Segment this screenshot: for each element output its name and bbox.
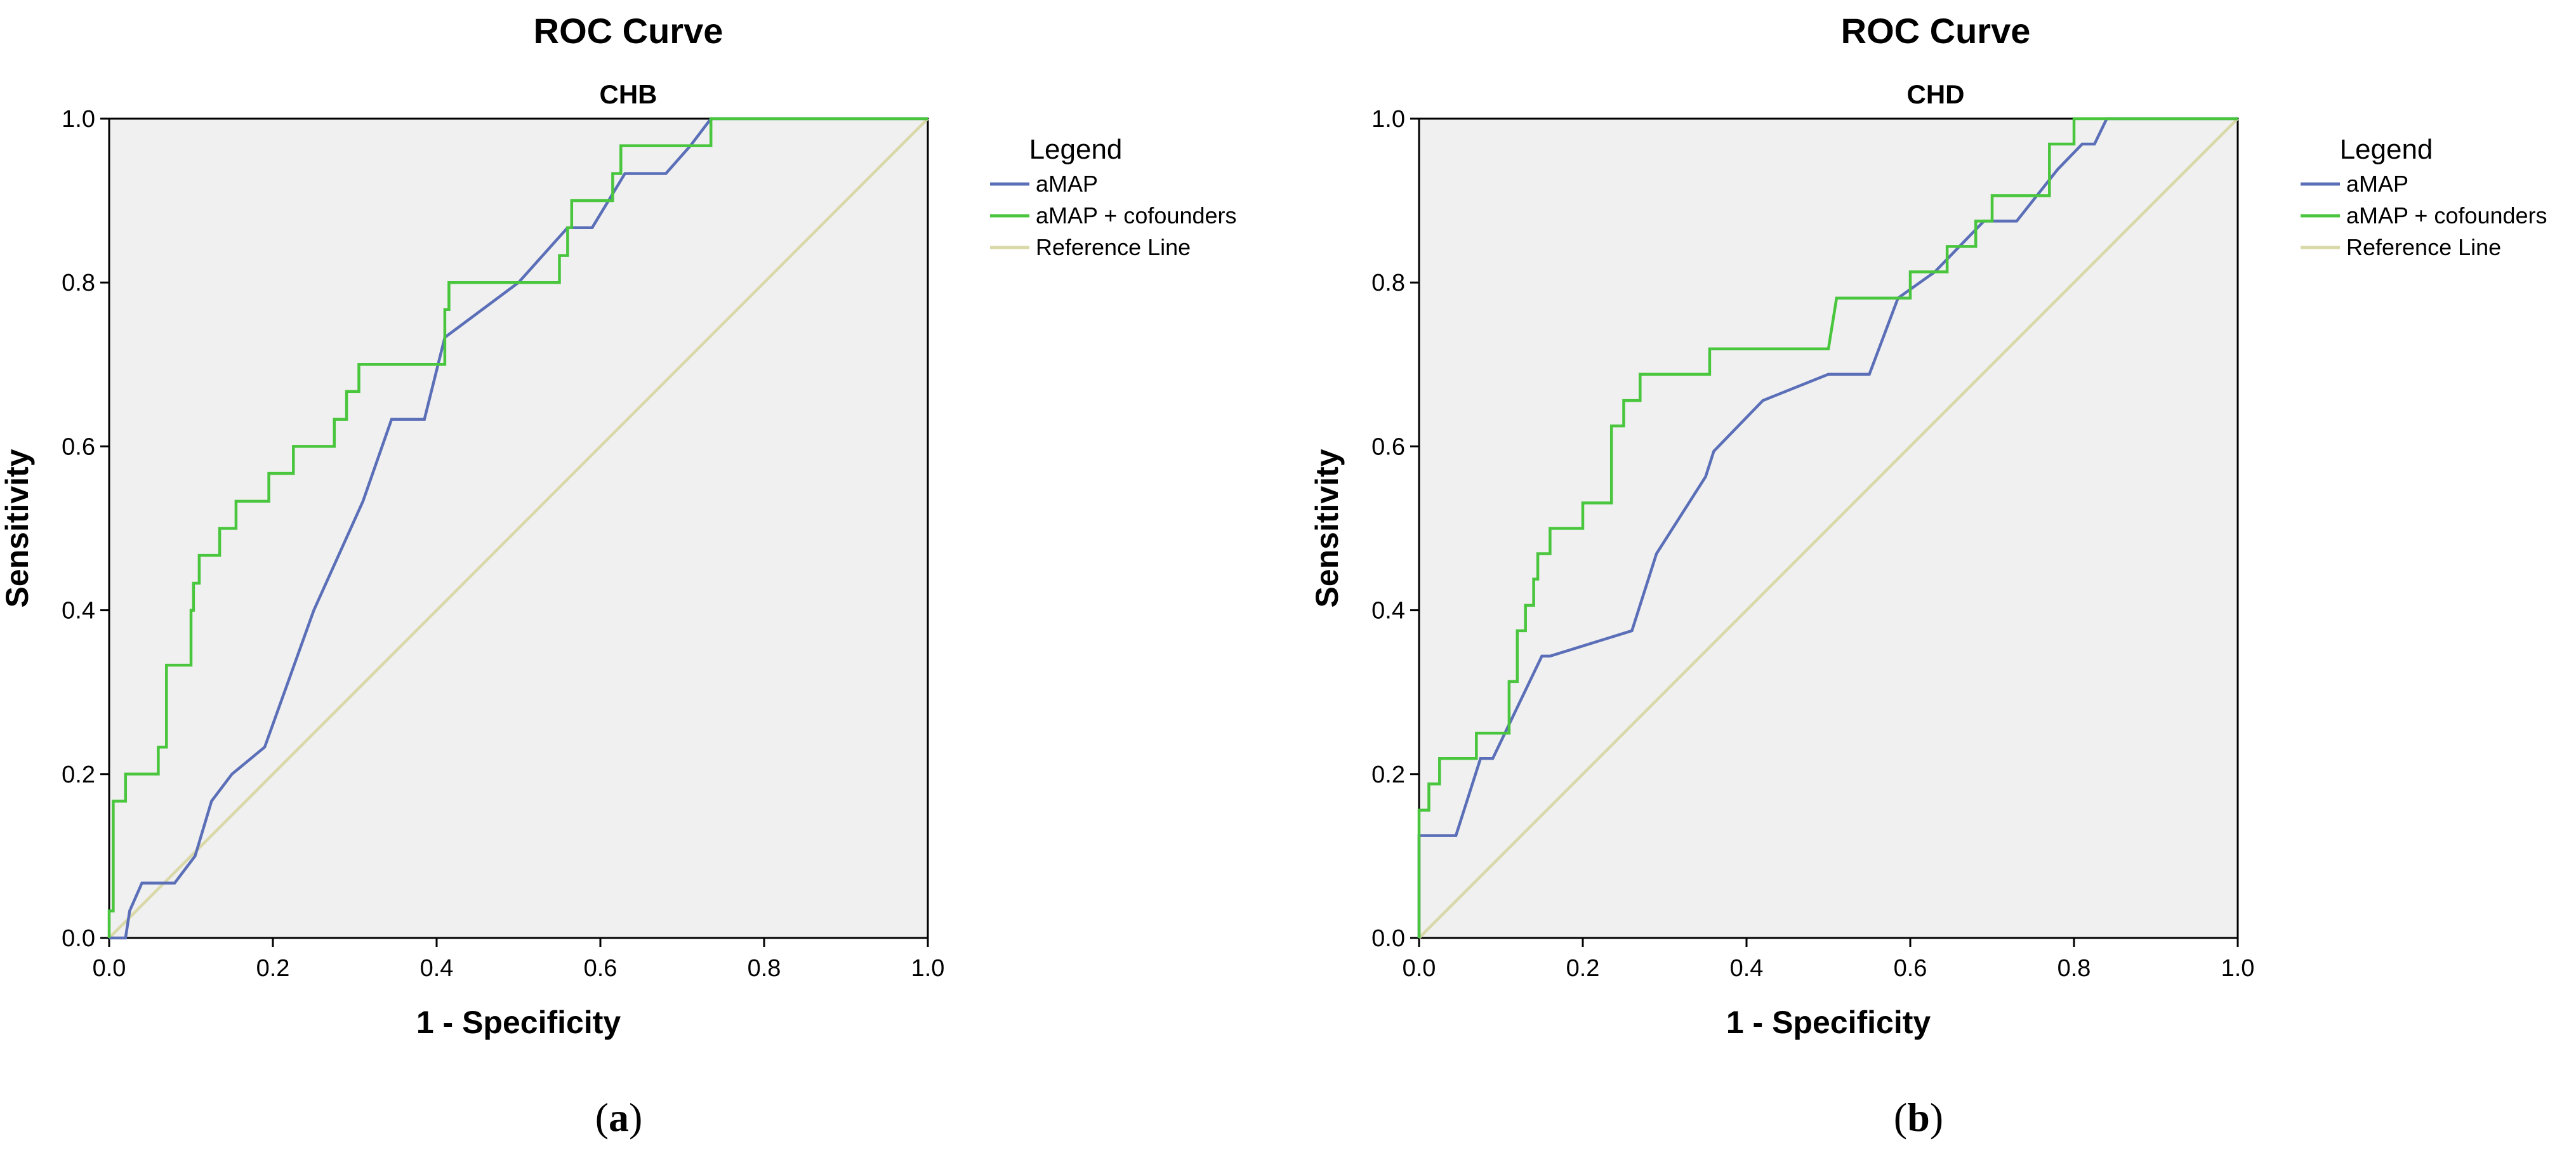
- y-tick-label: 1.0: [62, 106, 95, 133]
- legend-entry: aMAP: [2346, 171, 2408, 197]
- legend-title: Legend: [2340, 134, 2433, 165]
- panel-caption: (a): [595, 1095, 643, 1140]
- y-tick-label: 1.0: [1371, 106, 1405, 133]
- series-line-amap-cofounders: [107, 117, 928, 938]
- series-line-amap: [109, 117, 928, 940]
- y-tick-label: 0.4: [62, 598, 95, 624]
- x-axis-label: 1 - Specificity: [1726, 1005, 1931, 1040]
- y-tick-label: 0.6: [62, 433, 95, 460]
- caption-close-paren: ): [629, 1095, 642, 1140]
- series-line-reference: [108, 117, 929, 939]
- y-tick-label: 0.2: [62, 762, 95, 788]
- caption-letter: b: [1907, 1095, 1930, 1140]
- x-tick-label: 0.2: [256, 955, 290, 982]
- panel-a: ROC Curve CHB 0.0 0.2 0.4 0.6 0.8 1.0 0.0 0.2 0.4 0…: [0, 11, 1237, 1140]
- x-axis-label: 1 - Specificity: [416, 1005, 621, 1040]
- y-axis-label: Sensitivity: [0, 449, 35, 607]
- legend-entry: Reference Line: [1036, 234, 1191, 260]
- caption-open-paren: (: [595, 1095, 609, 1140]
- y-tick-label: 0.6: [1371, 433, 1405, 460]
- chart-title: ROC Curve: [1841, 11, 2031, 51]
- x-tick-label: 0.0: [93, 955, 126, 982]
- chart-subtitle: CHB: [600, 79, 657, 109]
- series-line-amap-cofounders: [1417, 117, 2238, 938]
- y-tick-label: 0.2: [1371, 762, 1405, 788]
- caption-close-paren: ): [1930, 1095, 1943, 1140]
- legend-title: Legend: [1029, 134, 1123, 165]
- x-tick-label: 0.0: [1403, 955, 1436, 982]
- caption-open-paren: (: [1894, 1095, 1907, 1140]
- x-tick-label: 0.4: [1730, 955, 1764, 982]
- panel-b: ROC Curve CHD 0.0 0.2 0.4 0.6 0.8 1.0 0.0 0.2 0.4 0…: [1309, 11, 2547, 1140]
- chart-subtitle: CHD: [1907, 79, 1965, 109]
- x-tick-label: 1.0: [911, 955, 945, 982]
- y-axis-label: Sensitivity: [1309, 449, 1345, 607]
- x-tick-label: 0.4: [420, 955, 454, 982]
- x-tick-label: 0.6: [1894, 955, 1927, 982]
- series-line-amap: [1417, 117, 2238, 938]
- caption-letter: a: [609, 1095, 629, 1140]
- legend-entry: aMAP + cofounders: [2346, 202, 2547, 228]
- panel-caption: (b): [1894, 1095, 1943, 1140]
- x-tick-label: 0.2: [1566, 955, 1600, 982]
- legend-entry: Reference Line: [2346, 234, 2501, 260]
- x-tick-label: 0.8: [2057, 955, 2091, 982]
- chart-title: ROC Curve: [534, 11, 723, 51]
- x-tick-label: 0.8: [748, 955, 781, 982]
- x-tick-label: 0.6: [584, 955, 618, 982]
- legend-entry: aMAP: [1036, 171, 1098, 197]
- x-tick-label: 1.0: [2221, 955, 2255, 982]
- legend-entry: aMAP + cofounders: [1036, 202, 1237, 228]
- y-tick-label: 0.0: [1371, 925, 1405, 952]
- y-tick-label: 0.4: [1371, 598, 1405, 624]
- y-tick-label: 0.8: [1371, 270, 1405, 296]
- y-tick-label: 0.0: [62, 925, 95, 952]
- y-tick-label: 0.8: [62, 270, 95, 296]
- series-line-reference: [1418, 117, 2239, 939]
